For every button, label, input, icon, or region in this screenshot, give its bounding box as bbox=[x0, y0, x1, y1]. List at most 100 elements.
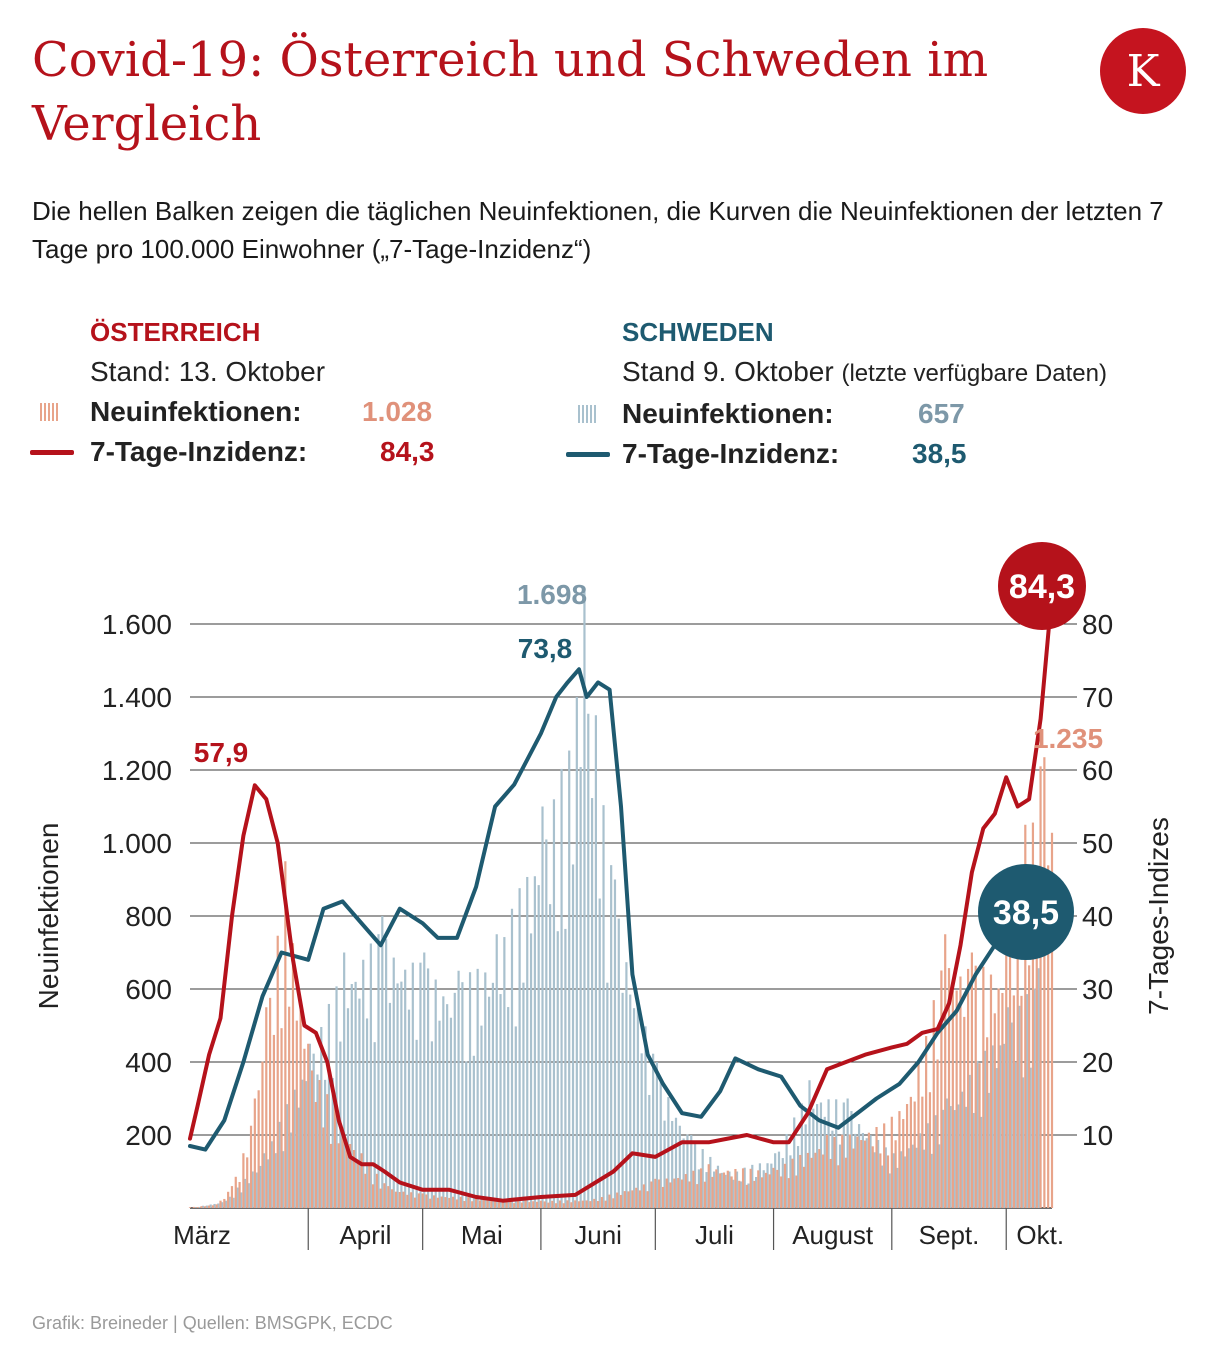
bar-sweden bbox=[800, 1103, 803, 1208]
bar-austria bbox=[837, 1165, 840, 1208]
bar-austria bbox=[524, 1200, 527, 1208]
bar-sweden bbox=[655, 1062, 659, 1208]
bar-sweden bbox=[999, 1045, 1002, 1208]
bar-austria bbox=[516, 1199, 520, 1208]
bar-sweden bbox=[713, 1171, 716, 1208]
bar-austria bbox=[261, 1061, 264, 1208]
bar-sweden bbox=[274, 1153, 277, 1208]
bar-sweden bbox=[686, 1134, 689, 1208]
bar-austria bbox=[467, 1197, 470, 1208]
y-tick-label: 1.000 bbox=[102, 828, 172, 859]
bar-sweden bbox=[629, 994, 632, 1208]
annotation-austria-peak: 57,9 bbox=[194, 737, 249, 768]
bar-sweden bbox=[529, 933, 533, 1208]
bar-austria bbox=[879, 1153, 882, 1208]
bar-austria bbox=[394, 1191, 398, 1208]
bar-sweden bbox=[758, 1163, 762, 1208]
bar-austria bbox=[268, 997, 272, 1208]
bar-sweden bbox=[705, 1172, 708, 1208]
bar-sweden bbox=[785, 1133, 788, 1208]
bar-sweden bbox=[491, 982, 495, 1208]
bar-austria bbox=[806, 1152, 809, 1208]
bar-sweden bbox=[320, 1027, 323, 1208]
bar-austria bbox=[749, 1168, 752, 1208]
bar-austria bbox=[509, 1199, 512, 1208]
bar-sweden bbox=[308, 1043, 311, 1208]
bar-austria bbox=[940, 970, 943, 1208]
bar-austria bbox=[974, 965, 977, 1208]
bar-austria bbox=[989, 974, 993, 1208]
bar-sweden bbox=[282, 1151, 285, 1208]
bar-austria bbox=[288, 1006, 291, 1208]
bar-austria bbox=[371, 1184, 375, 1208]
bar-sweden bbox=[941, 1109, 945, 1208]
bar-austria bbox=[1050, 832, 1054, 1208]
bar-sweden bbox=[568, 750, 571, 1208]
bar-austria bbox=[608, 1194, 611, 1208]
bar-austria bbox=[638, 1190, 642, 1208]
bar-sweden bbox=[1006, 1007, 1009, 1208]
bubble-austria-current: 84,3 bbox=[1009, 568, 1075, 606]
bar-sweden bbox=[259, 1165, 262, 1208]
line-swatch-icon bbox=[30, 450, 74, 455]
chart-area: 200 400 600 800 1.000 1.200 1.400 1.600 10 20 30 40… bbox=[33, 542, 1174, 1250]
y-tick-label: 1.200 bbox=[102, 755, 172, 786]
bar-austria bbox=[707, 1164, 710, 1208]
bar-austria bbox=[532, 1201, 535, 1208]
bar-sweden bbox=[980, 1116, 983, 1208]
bar-sweden bbox=[297, 1107, 300, 1208]
bar-austria bbox=[597, 1201, 600, 1208]
bar-sweden bbox=[430, 1041, 433, 1208]
bar-austria bbox=[947, 968, 951, 1208]
bar-austria bbox=[314, 1101, 317, 1208]
brand-logo[interactable]: K bbox=[1100, 28, 1186, 114]
bar-sweden bbox=[766, 1163, 769, 1208]
legend-sweden: SCHWEDEN Stand 9. Oktober (letzte verfüg… bbox=[566, 312, 1107, 474]
bar-austria bbox=[848, 1134, 851, 1208]
bar-austria bbox=[265, 1007, 268, 1208]
bar-austria bbox=[753, 1180, 756, 1208]
bar-austria bbox=[383, 1183, 386, 1208]
bar-austria bbox=[959, 976, 962, 1208]
month-label: August bbox=[792, 1220, 874, 1250]
bar-sweden bbox=[663, 1120, 666, 1208]
bar-sweden bbox=[1014, 1062, 1017, 1208]
bar-sweden bbox=[426, 968, 430, 1208]
bar-sweden bbox=[678, 1125, 681, 1208]
bar-sweden bbox=[407, 1009, 411, 1208]
bar-sweden bbox=[354, 981, 357, 1208]
bar-sweden bbox=[762, 1170, 765, 1208]
month-label: April bbox=[339, 1220, 391, 1250]
bar-sweden bbox=[266, 1159, 269, 1208]
bar-sweden bbox=[613, 879, 617, 1208]
bar-sweden bbox=[369, 943, 372, 1208]
line-swatch-icon bbox=[566, 452, 610, 457]
bar-sweden bbox=[930, 1153, 933, 1208]
y-tick-label: 400 bbox=[125, 1047, 172, 1078]
bar-austria bbox=[738, 1180, 741, 1208]
bar-austria bbox=[291, 943, 295, 1208]
bar-sweden bbox=[388, 1002, 392, 1208]
bar-sweden bbox=[865, 1138, 868, 1208]
bar-austria bbox=[867, 1132, 871, 1208]
bar-austria bbox=[894, 1140, 897, 1208]
bar-sweden bbox=[373, 1042, 376, 1208]
bar-austria bbox=[391, 1189, 394, 1208]
bar-austria bbox=[207, 1205, 211, 1208]
bar-austria bbox=[841, 1134, 844, 1208]
bar-sweden bbox=[518, 888, 521, 1208]
bar-sweden bbox=[423, 952, 426, 1208]
bar-sweden bbox=[667, 1097, 670, 1208]
bar-austria bbox=[852, 1148, 855, 1208]
bar-sweden bbox=[968, 1074, 971, 1208]
bar-austria bbox=[1012, 995, 1015, 1208]
legend-austria-inz-value: 84,3 bbox=[380, 436, 435, 467]
bar-austria bbox=[570, 1202, 573, 1208]
bar-austria bbox=[589, 1201, 592, 1208]
bar-sweden bbox=[754, 1176, 758, 1208]
bar-sweden bbox=[457, 970, 460, 1208]
bar-sweden bbox=[579, 767, 582, 1208]
bar-sweden bbox=[449, 1017, 453, 1208]
bar-sweden bbox=[835, 1099, 838, 1208]
bubble-sweden-current: 38,5 bbox=[993, 894, 1059, 932]
